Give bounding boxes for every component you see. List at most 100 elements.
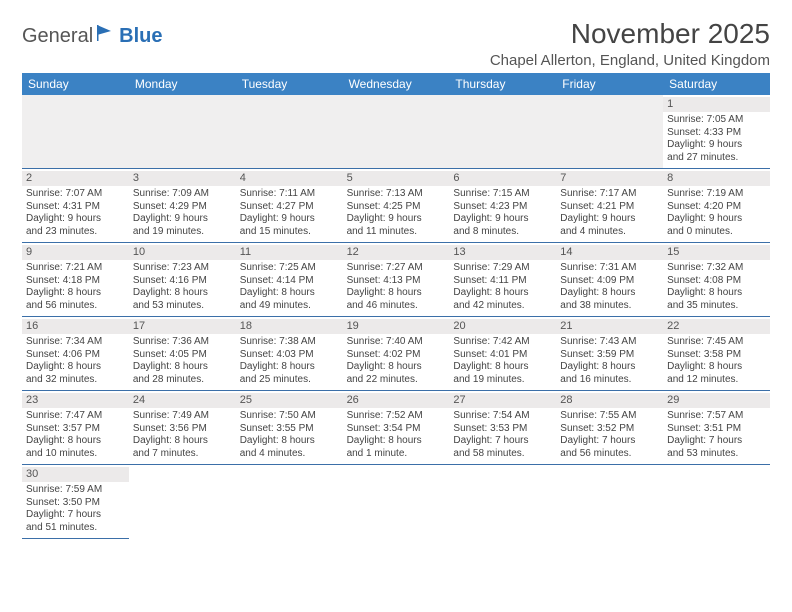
day-detail: and 15 minutes. [240, 226, 339, 239]
day-detail: Daylight: 8 hours [26, 287, 125, 300]
day-detail: and 38 minutes. [560, 300, 659, 313]
calendar-cell [663, 465, 770, 539]
day-detail: Sunset: 4:03 PM [240, 349, 339, 362]
weekday-header: Saturday [663, 73, 770, 95]
title-block: November 2025 Chapel Allerton, England, … [490, 18, 770, 69]
calendar-cell: 5Sunrise: 7:13 AMSunset: 4:25 PMDaylight… [343, 169, 450, 243]
day-detail: and 0 minutes. [667, 226, 766, 239]
day-detail: and 25 minutes. [240, 374, 339, 387]
calendar-cell: 29Sunrise: 7:57 AMSunset: 3:51 PMDayligh… [663, 391, 770, 465]
day-detail: Sunset: 4:13 PM [347, 275, 446, 288]
day-detail: Daylight: 8 hours [240, 287, 339, 300]
header: General Blue November 2025 Chapel Allert… [22, 18, 770, 69]
day-detail: Daylight: 8 hours [347, 435, 446, 448]
day-number: 2 [22, 171, 129, 186]
day-detail: Sunrise: 7:47 AM [26, 410, 125, 423]
day-detail: Sunset: 3:58 PM [667, 349, 766, 362]
calendar-cell [129, 465, 236, 539]
calendar-cell: 14Sunrise: 7:31 AMSunset: 4:09 PMDayligh… [556, 243, 663, 317]
calendar-cell: 16Sunrise: 7:34 AMSunset: 4:06 PMDayligh… [22, 317, 129, 391]
day-detail: and 19 minutes. [133, 226, 232, 239]
day-detail: Sunrise: 7:32 AM [667, 262, 766, 275]
day-detail: Daylight: 8 hours [347, 361, 446, 374]
day-detail: Sunrise: 7:40 AM [347, 336, 446, 349]
day-detail: Sunset: 4:21 PM [560, 201, 659, 214]
day-number: 5 [343, 171, 450, 186]
calendar-cell: 24Sunrise: 7:49 AMSunset: 3:56 PMDayligh… [129, 391, 236, 465]
calendar-cell [22, 95, 129, 169]
calendar-cell: 23Sunrise: 7:47 AMSunset: 3:57 PMDayligh… [22, 391, 129, 465]
calendar-cell: 27 Sunrise: 7:54 AMSunset: 3:53 PMDayligh… [449, 391, 556, 465]
day-detail: and 23 minutes. [26, 226, 125, 239]
weekday-header: Thursday [449, 73, 556, 95]
day-number: 6 [449, 171, 556, 186]
day-detail: Daylight: 9 hours [560, 213, 659, 226]
day-detail: Sunrise: 7:55 AM [560, 410, 659, 423]
day-detail: Sunrise: 7:54 AM [453, 410, 552, 423]
day-detail: Sunset: 4:06 PM [26, 349, 125, 362]
day-detail: Sunrise: 7:42 AM [453, 336, 552, 349]
day-detail: and 7 minutes. [133, 448, 232, 461]
day-number: 23 [22, 393, 129, 408]
day-number: 11 [236, 245, 343, 260]
day-detail: Sunrise: 7:43 AM [560, 336, 659, 349]
logo-text-blue: Blue [119, 25, 162, 48]
logo-text-general: General [22, 25, 93, 48]
day-detail: Sunrise: 7:45 AM [667, 336, 766, 349]
day-detail: Daylight: 8 hours [26, 361, 125, 374]
day-number: 25 [236, 393, 343, 408]
calendar-cell [556, 465, 663, 539]
day-number: 7 [556, 171, 663, 186]
location: Chapel Allerton, England, United Kingdom [490, 52, 770, 69]
calendar-cell: 6Sunrise: 7:15 AMSunset: 4:23 PMDaylight… [449, 169, 556, 243]
day-detail: Sunrise: 7:21 AM [26, 262, 125, 275]
day-detail: and 51 minutes. [26, 522, 125, 535]
day-detail: Sunrise: 7:15 AM [453, 188, 552, 201]
day-detail: Sunrise: 7:38 AM [240, 336, 339, 349]
calendar-cell: 15Sunrise: 7:32 AMSunset: 4:08 PMDayligh… [663, 243, 770, 317]
weekday-header: Wednesday [343, 73, 450, 95]
day-number: 22 [663, 319, 770, 334]
day-detail: Daylight: 9 hours [26, 213, 125, 226]
day-detail: Sunrise: 7:52 AM [347, 410, 446, 423]
day-detail: Sunset: 3:50 PM [26, 497, 125, 510]
calendar-cell: 7 Sunrise: 7:17 AMSunset: 4:21 PMDaylight… [556, 169, 663, 243]
day-detail: Sunset: 4:09 PM [560, 275, 659, 288]
day-detail: and 22 minutes. [347, 374, 446, 387]
day-detail: and 1 minute. [347, 448, 446, 461]
day-detail: Sunset: 3:52 PM [560, 423, 659, 436]
day-detail: Daylight: 7 hours [453, 435, 552, 448]
day-detail: and 27 minutes. [667, 152, 766, 165]
day-number: 24 [129, 393, 236, 408]
day-number: 19 [343, 319, 450, 334]
day-detail: Daylight: 8 hours [453, 361, 552, 374]
day-detail: and 56 minutes. [26, 300, 125, 313]
day-detail: Daylight: 7 hours [26, 509, 125, 522]
flag-icon [97, 24, 117, 47]
day-detail: Sunrise: 7:13 AM [347, 188, 446, 201]
day-number: 10 [129, 245, 236, 260]
day-detail: Sunset: 4:25 PM [347, 201, 446, 214]
calendar-cell: 18Sunrise: 7:38 AMSunset: 4:03 PMDayligh… [236, 317, 343, 391]
day-detail: Sunset: 4:11 PM [453, 275, 552, 288]
day-number: 27 [449, 393, 556, 408]
day-detail: Sunset: 4:02 PM [347, 349, 446, 362]
calendar-cell: 10Sunrise: 7:23 AMSunset: 4:16 PMDayligh… [129, 243, 236, 317]
day-detail: Daylight: 9 hours [667, 139, 766, 152]
day-detail: and 53 minutes. [133, 300, 232, 313]
day-detail: and 10 minutes. [26, 448, 125, 461]
day-detail: Sunrise: 7:23 AM [133, 262, 232, 275]
day-detail: and 32 minutes. [26, 374, 125, 387]
calendar-cell [343, 465, 450, 539]
day-detail: Sunset: 3:53 PM [453, 423, 552, 436]
day-detail: Sunrise: 7:17 AM [560, 188, 659, 201]
day-number: 26 [343, 393, 450, 408]
weekday-header: Monday [129, 73, 236, 95]
day-detail: Sunset: 4:31 PM [26, 201, 125, 214]
calendar-cell [236, 95, 343, 169]
day-number: 17 [129, 319, 236, 334]
day-detail: Sunrise: 7:49 AM [133, 410, 232, 423]
day-detail: Sunset: 3:57 PM [26, 423, 125, 436]
weekday-header: Friday [556, 73, 663, 95]
day-detail: Sunset: 4:20 PM [667, 201, 766, 214]
